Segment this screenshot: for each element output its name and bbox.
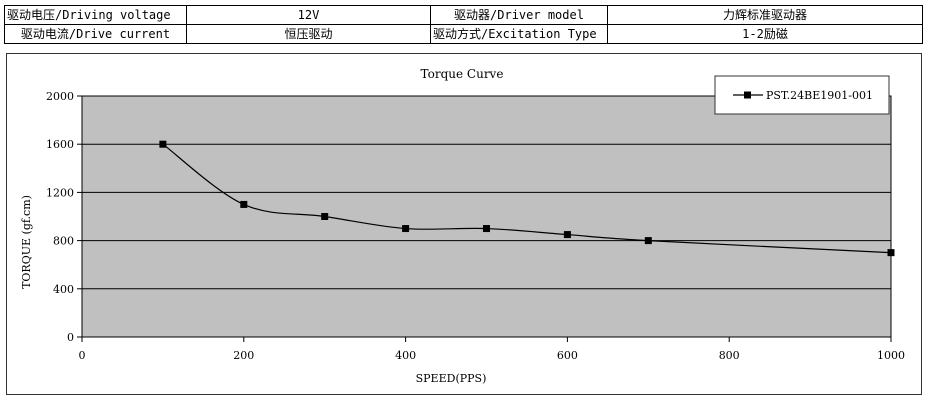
- spec-table: 驱动电压/Driving voltage 12V 驱动器/Driver mode…: [4, 5, 923, 44]
- chart-title: Torque Curve: [421, 67, 504, 81]
- y-axis-label: TORQUE (gf.cm): [20, 195, 33, 289]
- driver-model-label: 驱动器/Driver model: [430, 5, 608, 25]
- x-tick-label: 200: [233, 349, 254, 362]
- data-point-marker: [483, 225, 490, 233]
- y-tick-label: 1200: [46, 186, 74, 199]
- x-tick-label: 800: [719, 349, 740, 362]
- series-line: [162, 143, 892, 254]
- x-tick-label: 0: [79, 349, 86, 362]
- x-tick-label: 400: [395, 349, 416, 362]
- data-point-marker: [402, 225, 410, 233]
- torque-curve-chart: 0 400 800 1200 1600 2000 0 200 400 600 800 1000 Tor…: [20, 67, 905, 385]
- x-axis-label: SPEED(PPS): [416, 372, 487, 385]
- y-tick-label: 2000: [46, 90, 74, 103]
- gridlines: [82, 95, 891, 290]
- driver-model-value: 力辉标准驱动器: [607, 5, 923, 25]
- legend-marker: [744, 91, 751, 99]
- spec-row: 驱动电流/Drive current 恒压驱动 驱动方式/Excitation …: [4, 24, 923, 44]
- excitation-type-value: 1-2励磁: [607, 24, 923, 44]
- legend-entry: PST.24BE1901-001: [766, 89, 873, 102]
- drive-current-label: 驱动电流/Drive current: [4, 24, 187, 44]
- y-tick-label: 0: [67, 331, 74, 344]
- data-point-marker: [240, 200, 248, 208]
- data-point-marker: [887, 249, 895, 257]
- chart-frame: 0 400 800 1200 1600 2000 0 200 400 600 800 1000 Tor…: [6, 53, 922, 395]
- y-tick-label: 800: [53, 235, 74, 248]
- driving-voltage-label: 驱动电压/Driving voltage: [4, 5, 187, 25]
- data-point-marker: [644, 237, 652, 245]
- drive-current-value: 恒压驱动: [186, 24, 431, 44]
- legend: PST.24BE1901-001: [714, 75, 890, 115]
- y-tick-label: 400: [53, 283, 74, 296]
- y-tick-label: 1600: [46, 138, 74, 151]
- excitation-type-label: 驱动方式/Excitation Type: [430, 24, 608, 44]
- driving-voltage-value: 12V: [186, 5, 431, 25]
- tick-labels: 0 400 800 1200 1600 2000 0 200 400 600 800 1000: [46, 90, 905, 362]
- x-tick-label: 600: [557, 349, 578, 362]
- plot-area: [81, 95, 892, 338]
- data-point-marker: [159, 140, 167, 148]
- data-point-marker: [563, 231, 571, 239]
- data-point-marker: [321, 213, 329, 220]
- axes: [77, 95, 892, 342]
- x-tick-label: 1000: [877, 349, 905, 362]
- series-layer: [159, 140, 895, 257]
- spec-row: 驱动电压/Driving voltage 12V 驱动器/Driver mode…: [4, 5, 923, 25]
